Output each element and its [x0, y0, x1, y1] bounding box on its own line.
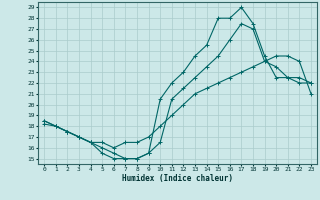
X-axis label: Humidex (Indice chaleur): Humidex (Indice chaleur)	[122, 174, 233, 183]
